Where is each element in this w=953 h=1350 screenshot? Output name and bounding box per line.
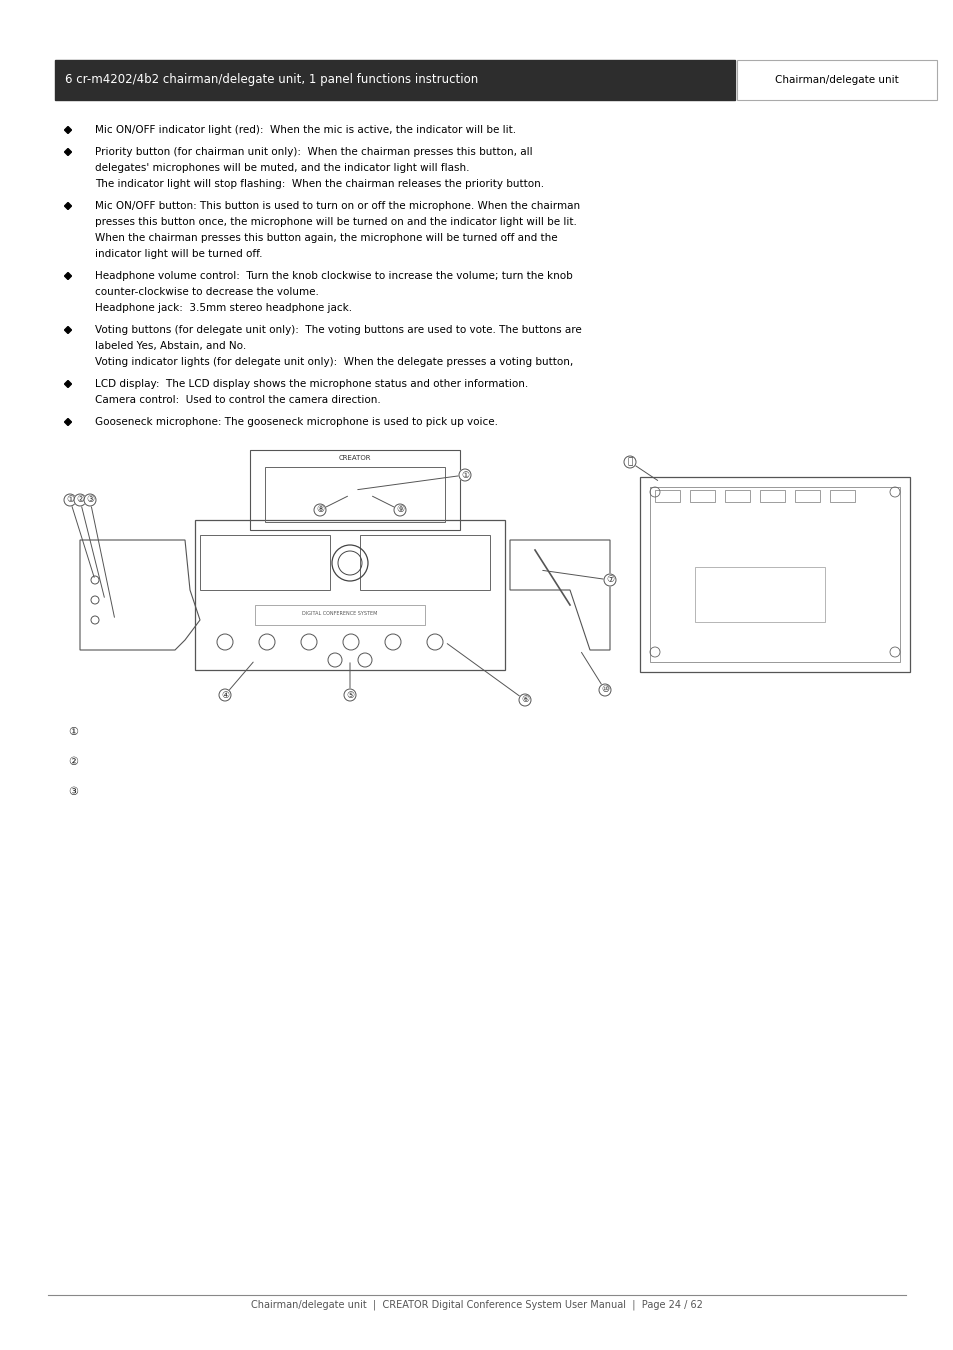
- Circle shape: [74, 494, 86, 506]
- Circle shape: [84, 494, 96, 506]
- Text: ④: ④: [221, 690, 229, 699]
- Bar: [760, 490, 784, 502]
- Text: Gooseneck microphone: The gooseneck microphone is used to pick up voice.: Gooseneck microphone: The gooseneck micr…: [95, 417, 497, 427]
- Text: LCD display:  The LCD display shows the microphone status and other information.: LCD display: The LCD display shows the m…: [95, 379, 528, 389]
- Text: Chairman/delegate unit: Chairman/delegate unit: [774, 76, 898, 85]
- Text: ③: ③: [86, 495, 94, 505]
- Circle shape: [598, 684, 610, 697]
- Text: delegates' microphones will be muted, and the indicator light will flash.: delegates' microphones will be muted, an…: [95, 163, 469, 173]
- Bar: [194, 520, 504, 670]
- Bar: [639, 477, 909, 672]
- Text: labeled Yes, Abstain, and No.: labeled Yes, Abstain, and No.: [95, 342, 246, 351]
- Polygon shape: [65, 418, 71, 425]
- Circle shape: [458, 468, 471, 481]
- Polygon shape: [65, 148, 71, 155]
- Polygon shape: [65, 127, 71, 134]
- Text: When the chairman presses this button again, the microphone will be turned off a: When the chairman presses this button ag…: [95, 234, 558, 243]
- Circle shape: [603, 574, 616, 586]
- Bar: [737, 59, 936, 100]
- Bar: [737, 59, 936, 100]
- Text: counter-clockwise to decrease the volume.: counter-clockwise to decrease the volume…: [95, 288, 318, 297]
- Bar: [689, 490, 714, 502]
- Text: presses this button once, the microphone will be turned on and the indicator lig: presses this button once, the microphone…: [95, 217, 577, 227]
- Text: ⑦: ⑦: [605, 575, 614, 585]
- Bar: [649, 487, 899, 662]
- Text: Headphone jack:  3.5mm stereo headphone jack.: Headphone jack: 3.5mm stereo headphone j…: [95, 302, 352, 313]
- Text: ⑨: ⑨: [395, 505, 404, 514]
- Bar: [359, 535, 490, 590]
- Text: The indicator light will stop flashing:  When the chairman releases the priority: The indicator light will stop flashing: …: [95, 180, 543, 189]
- Text: Priority button (for chairman unit only):  When the chairman presses this button: Priority button (for chairman unit only)…: [95, 147, 532, 157]
- Text: Voting indicator lights (for delegate unit only):  When the delegate presses a v: Voting indicator lights (for delegate un…: [95, 356, 573, 367]
- Bar: [794, 490, 820, 502]
- Polygon shape: [65, 327, 71, 333]
- Bar: [55, 59, 734, 100]
- Circle shape: [623, 456, 636, 468]
- Text: ⑥: ⑥: [520, 695, 529, 705]
- Text: ②: ②: [68, 757, 78, 767]
- Bar: [265, 467, 444, 522]
- Text: Mic ON/OFF button: This button is used to turn on or off the microphone. When th: Mic ON/OFF button: This button is used t…: [95, 201, 579, 211]
- Text: Voting buttons (for delegate unit only):  The voting buttons are used to vote. T: Voting buttons (for delegate unit only):…: [95, 325, 581, 335]
- Text: ②: ②: [76, 495, 84, 505]
- Text: ①: ①: [66, 495, 74, 505]
- Circle shape: [219, 688, 231, 701]
- Circle shape: [64, 494, 76, 506]
- Bar: [829, 490, 854, 502]
- Bar: [655, 490, 679, 502]
- Text: 6 cr-m4202/4b2 chairman/delegate unit, 1 panel functions instruction: 6 cr-m4202/4b2 chairman/delegate unit, 1…: [65, 73, 477, 86]
- Text: ⑩: ⑩: [600, 686, 608, 694]
- Text: ①: ①: [460, 471, 469, 479]
- Polygon shape: [65, 202, 71, 209]
- Text: Camera control:  Used to control the camera direction.: Camera control: Used to control the came…: [95, 396, 380, 405]
- Circle shape: [344, 688, 355, 701]
- Text: Headphone volume control:  Turn the knob clockwise to increase the volume; turn : Headphone volume control: Turn the knob …: [95, 271, 572, 281]
- Text: DIGITAL CONFERENCE SYSTEM: DIGITAL CONFERENCE SYSTEM: [302, 612, 377, 616]
- Text: indicator light will be turned off.: indicator light will be turned off.: [95, 248, 262, 259]
- Bar: [254, 605, 424, 625]
- Bar: [200, 535, 330, 590]
- Bar: [250, 450, 459, 531]
- Bar: [724, 490, 749, 502]
- Circle shape: [518, 694, 531, 706]
- Text: Chairman/delegate unit  |  CREATOR Digital Conference System User Manual  |  Pag: Chairman/delegate unit | CREATOR Digital…: [251, 1300, 702, 1310]
- Circle shape: [314, 504, 326, 516]
- Polygon shape: [65, 273, 71, 279]
- Text: ⑤: ⑤: [346, 690, 354, 699]
- Text: ⑪: ⑪: [627, 458, 632, 467]
- Text: CREATOR: CREATOR: [338, 455, 371, 460]
- Text: ①: ①: [68, 728, 78, 737]
- Text: ⑧: ⑧: [315, 505, 324, 514]
- Bar: [695, 567, 824, 622]
- Text: Mic ON/OFF indicator light (red):  When the mic is active, the indicator will be: Mic ON/OFF indicator light (red): When t…: [95, 126, 516, 135]
- Circle shape: [394, 504, 406, 516]
- Text: ③: ③: [68, 787, 78, 796]
- Polygon shape: [65, 381, 71, 387]
